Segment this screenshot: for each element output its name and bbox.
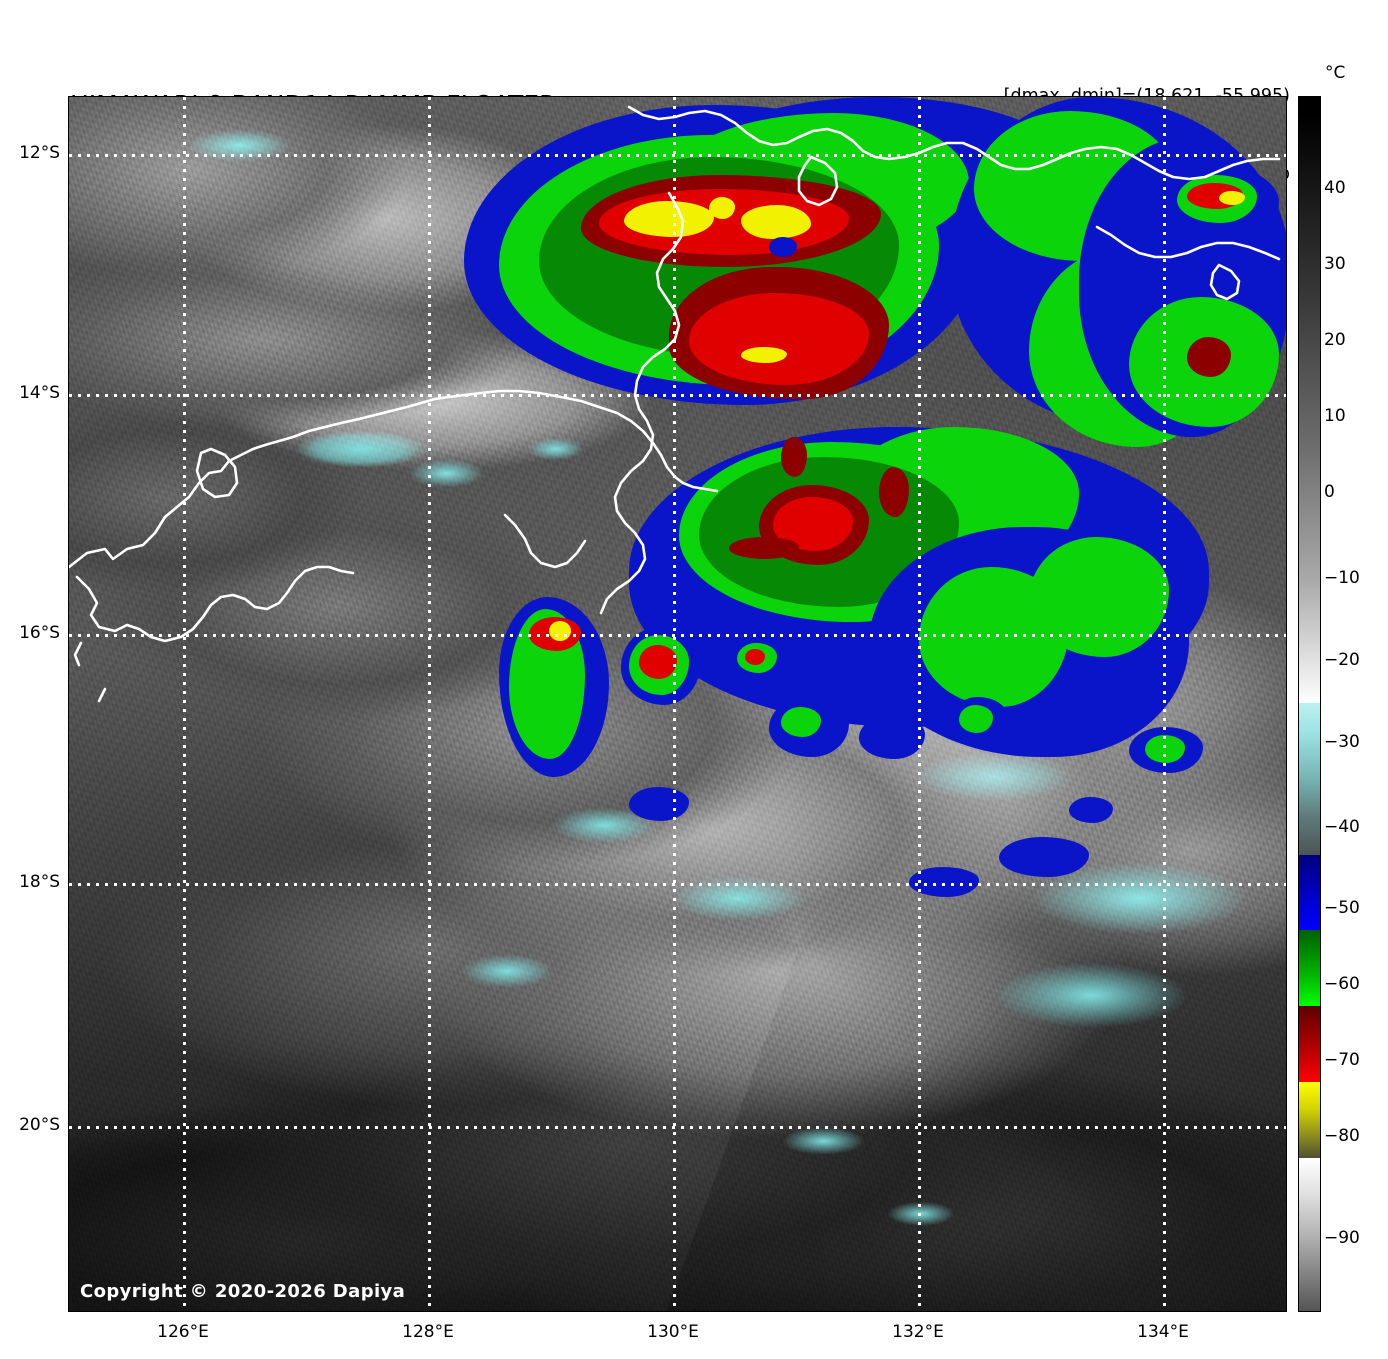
colorbar-tick-label: 10 (1324, 406, 1346, 426)
axis-label-longitude: 128°E (402, 1322, 454, 1342)
colorbar-tick-label: 0 (1324, 482, 1335, 502)
convective-core (781, 437, 807, 477)
axis-label-longitude: 130°E (647, 1322, 699, 1342)
colorbar-segment-grayscale (1299, 97, 1320, 703)
convective-blob (999, 837, 1089, 877)
colorbar-tick-label: −50 (1324, 898, 1360, 918)
convective-blob (781, 707, 821, 737)
colorbar-tick-label: −90 (1324, 1228, 1360, 1248)
convective-blob (959, 705, 993, 733)
axis-label-longitude: 132°E (892, 1322, 944, 1342)
colorbar-tick-label: −70 (1324, 1050, 1360, 1070)
colorbar-segment-red (1299, 1006, 1320, 1083)
gridline-latitude (69, 634, 1286, 637)
convective-core (689, 293, 869, 385)
axis-label-latitude: 14°S (19, 383, 60, 403)
temperature-colorbar[interactable] (1298, 96, 1321, 1312)
satellite-map[interactable] (68, 96, 1287, 1312)
colorbar-segment-white-gray (1299, 1158, 1320, 1311)
colorbar-segment-cyan (1299, 702, 1320, 855)
convective-blob (1069, 797, 1113, 823)
colorbar-tick-label: −10 (1324, 568, 1360, 588)
convective-core (879, 467, 909, 517)
colorbar-tick-label: −30 (1324, 732, 1360, 752)
gridline-longitude (1163, 97, 1166, 1311)
gridline-longitude (673, 97, 676, 1311)
convective-core-coldest (709, 197, 735, 219)
colorbar-tick-label: 30 (1324, 254, 1346, 274)
colorbar-unit-label: °C (1325, 63, 1346, 83)
convective-blob (859, 715, 925, 759)
map-canvas (69, 97, 1286, 1311)
convective-blob (769, 237, 797, 257)
convective-core (729, 537, 799, 559)
gridline-latitude (69, 394, 1286, 397)
convective-blob (1029, 731, 1063, 757)
gridline-latitude (69, 883, 1286, 886)
colorbar-tick-label: −40 (1324, 817, 1360, 837)
axis-label-longitude: 134°E (1137, 1322, 1189, 1342)
colorbar-segment-green (1299, 930, 1320, 1007)
convective-blob (629, 787, 689, 821)
axis-label-latitude: 16°S (19, 623, 60, 643)
convective-core-coldest (741, 205, 811, 239)
colorbar-tick-label: −60 (1324, 974, 1360, 994)
convective-core (745, 649, 765, 665)
convective-blob (1029, 537, 1169, 657)
axis-label-latitude: 18°S (19, 872, 60, 892)
axis-label-longitude: 126°E (157, 1322, 209, 1342)
gridline-longitude (183, 97, 186, 1311)
gridline-latitude (69, 154, 1286, 157)
colorbar-tick-label: −20 (1324, 650, 1360, 670)
convective-core-coldest (624, 201, 714, 237)
colorbar-tick-label: 40 (1324, 178, 1346, 198)
colorbar-segment-yellow (1299, 1082, 1320, 1159)
convective-core-coldest (1219, 191, 1245, 205)
copyright-notice: Copyright © 2020-2026 Dapiya (80, 1281, 406, 1302)
colorbar-tick-label: −80 (1324, 1126, 1360, 1146)
convective-core (1187, 337, 1231, 377)
convective-core (639, 645, 677, 679)
gridline-longitude (428, 97, 431, 1311)
axis-label-latitude: 20°S (19, 1115, 60, 1135)
colorbar-tick-label: 20 (1324, 330, 1346, 350)
gridline-longitude (918, 97, 921, 1311)
axis-label-latitude: 12°S (19, 143, 60, 163)
coastline-overlay (69, 105, 1281, 703)
colorbar-segment-blue (1299, 854, 1320, 931)
convective-core-coldest (741, 347, 787, 363)
gridline-latitude (69, 1126, 1286, 1129)
